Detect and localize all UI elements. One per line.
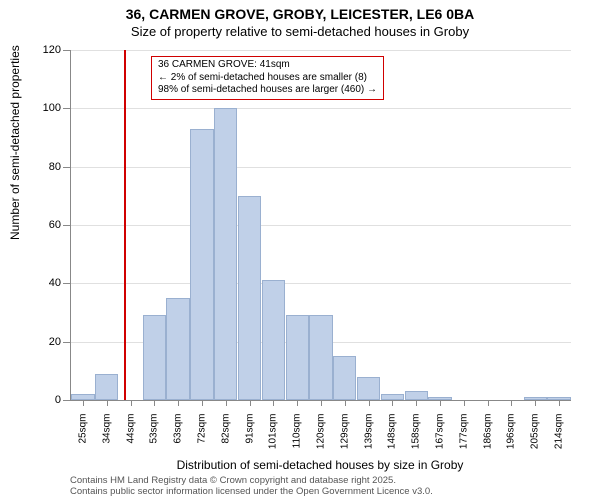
x-tick-label: 196sqm xyxy=(506,414,517,450)
plot-area: 02040608010012025sqm34sqm44sqm53sqm63sqm… xyxy=(70,50,571,401)
x-tick-label: 53sqm xyxy=(149,414,160,444)
x-tick-label: 167sqm xyxy=(435,414,446,450)
y-tick xyxy=(63,225,71,226)
histogram-bar xyxy=(190,129,213,400)
y-tick-label: 120 xyxy=(43,44,61,56)
y-tick-label: 40 xyxy=(49,277,61,289)
x-tick-label: 63sqm xyxy=(173,414,184,444)
gridline xyxy=(71,50,571,51)
x-tick xyxy=(321,400,322,406)
x-tick-label: 44sqm xyxy=(125,414,136,444)
x-tick xyxy=(83,400,84,406)
x-tick xyxy=(178,400,179,406)
gridline xyxy=(71,225,571,226)
x-tick-label: 120sqm xyxy=(316,414,327,450)
y-tick-label: 100 xyxy=(43,102,61,114)
x-tick-label: 158sqm xyxy=(411,414,422,450)
x-tick xyxy=(440,400,441,406)
x-tick xyxy=(297,400,298,406)
x-tick-label: 186sqm xyxy=(482,414,493,450)
x-tick-label: 177sqm xyxy=(458,414,469,450)
x-tick xyxy=(559,400,560,406)
histogram-bar xyxy=(333,356,356,400)
x-tick xyxy=(369,400,370,406)
y-tick-label: 0 xyxy=(55,394,61,406)
annotation-line-1: 36 CARMEN GROVE: 41sqm xyxy=(158,59,377,72)
histogram-bar xyxy=(262,280,285,400)
footnote-line-2: Contains public sector information licen… xyxy=(70,487,433,498)
x-tick xyxy=(488,400,489,406)
x-tick xyxy=(416,400,417,406)
histogram-bar xyxy=(286,315,309,400)
y-axis-label: Number of semi-detached properties xyxy=(8,45,22,240)
x-tick xyxy=(202,400,203,406)
x-tick-label: 129sqm xyxy=(339,414,350,450)
gridline xyxy=(71,167,571,168)
chart-subtitle: Size of property relative to semi-detach… xyxy=(0,24,600,39)
x-tick-label: 205sqm xyxy=(530,414,541,450)
histogram-bar xyxy=(238,196,261,400)
y-tick xyxy=(63,167,71,168)
histogram-bar xyxy=(405,391,428,400)
x-tick-label: 25sqm xyxy=(77,414,88,444)
x-tick-label: 139sqm xyxy=(363,414,374,450)
y-tick-label: 60 xyxy=(49,219,61,231)
histogram-bar xyxy=(166,298,189,400)
y-tick-label: 20 xyxy=(49,336,61,348)
histogram-bar xyxy=(143,315,166,400)
x-tick xyxy=(131,400,132,406)
x-tick xyxy=(464,400,465,406)
x-tick-label: 101sqm xyxy=(268,414,279,450)
x-tick xyxy=(511,400,512,406)
histogram-bar xyxy=(95,374,118,400)
y-tick xyxy=(63,283,71,284)
footnote: Contains HM Land Registry data © Crown c… xyxy=(70,476,433,498)
y-tick-label: 80 xyxy=(49,161,61,173)
x-tick xyxy=(273,400,274,406)
y-tick xyxy=(63,108,71,109)
x-tick-label: 34sqm xyxy=(101,414,112,444)
x-tick-label: 91sqm xyxy=(244,414,255,444)
y-tick xyxy=(63,342,71,343)
x-tick xyxy=(154,400,155,406)
gridline xyxy=(71,283,571,284)
x-tick xyxy=(535,400,536,406)
property-size-chart: 36, CARMEN GROVE, GROBY, LEICESTER, LE6 … xyxy=(0,0,600,500)
annotation-box: 36 CARMEN GROVE: 41sqm ← 2% of semi-deta… xyxy=(151,56,384,100)
reference-line xyxy=(124,50,126,400)
y-tick xyxy=(63,400,71,401)
x-tick-label: 72sqm xyxy=(196,414,207,444)
annotation-line-3: 98% of semi-detached houses are larger (… xyxy=(158,84,377,97)
x-tick-label: 110sqm xyxy=(292,414,303,449)
histogram-bar xyxy=(214,108,237,400)
gridline xyxy=(71,108,571,109)
y-tick xyxy=(63,50,71,51)
x-axis-label: Distribution of semi-detached houses by … xyxy=(70,458,570,472)
x-tick xyxy=(250,400,251,406)
x-tick xyxy=(345,400,346,406)
histogram-bar xyxy=(357,377,380,400)
x-tick-label: 148sqm xyxy=(387,414,398,450)
histogram-bar xyxy=(309,315,332,400)
x-tick xyxy=(226,400,227,406)
chart-title: 36, CARMEN GROVE, GROBY, LEICESTER, LE6 … xyxy=(0,6,600,22)
x-tick-label: 82sqm xyxy=(220,414,231,444)
x-tick xyxy=(107,400,108,406)
x-tick-label: 214sqm xyxy=(554,414,565,450)
x-tick xyxy=(392,400,393,406)
annotation-line-2: ← 2% of semi-detached houses are smaller… xyxy=(158,72,377,85)
